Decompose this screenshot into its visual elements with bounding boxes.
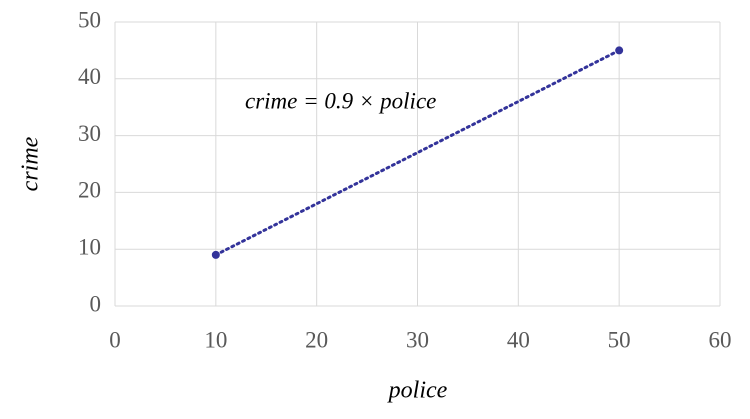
- x-tick-label: 0: [109, 327, 121, 352]
- y-tick-label: 10: [78, 234, 101, 259]
- y-tick-label: 30: [78, 121, 101, 146]
- y-tick-label: 40: [78, 64, 101, 89]
- y-tick-label: 50: [78, 7, 101, 32]
- point: [211, 250, 220, 259]
- x-tick-label: 50: [608, 327, 631, 352]
- point: [615, 46, 624, 55]
- trend-line: [214, 48, 621, 257]
- annotation: crime = 0.9 × police: [245, 88, 436, 113]
- y-tick-label: 20: [78, 178, 101, 203]
- x-tick-label: 30: [406, 327, 429, 352]
- y-axis-title: crime: [18, 136, 44, 191]
- y-tick-label: 0: [90, 291, 102, 316]
- x-tick-label: 60: [709, 327, 732, 352]
- x-tick-label: 10: [204, 327, 227, 352]
- x-tick-label: 40: [507, 327, 530, 352]
- x-tick-label: 20: [305, 327, 328, 352]
- x-axis-title: police: [387, 378, 448, 404]
